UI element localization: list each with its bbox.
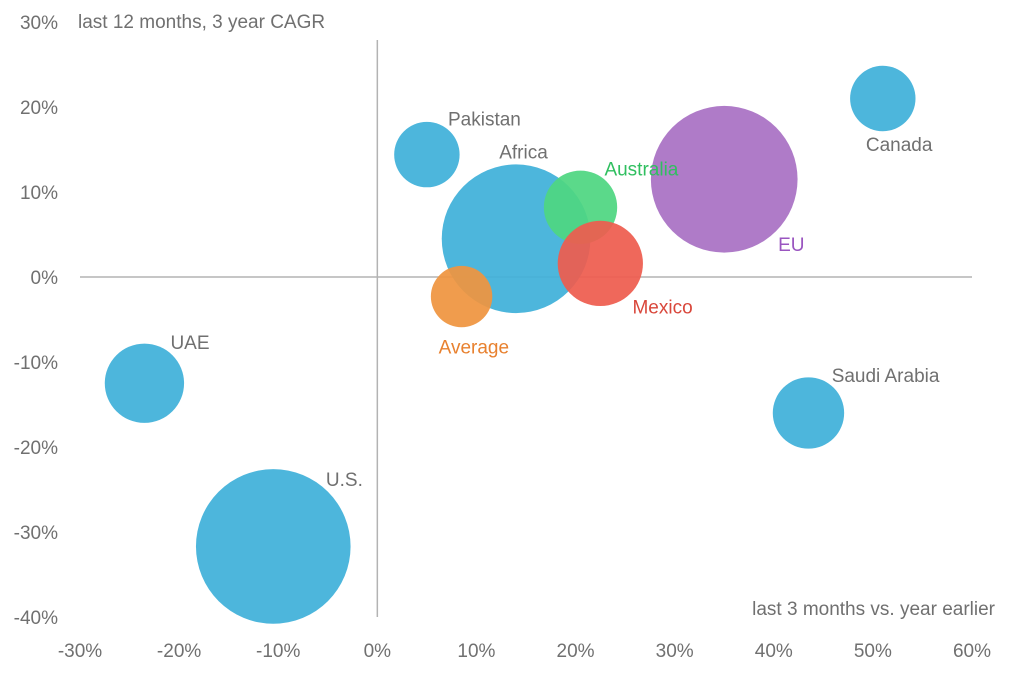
bubble-average — [430, 265, 493, 328]
bubble-label-africa: Africa — [499, 142, 548, 163]
y-tick-label: 0% — [31, 268, 59, 289]
y-tick-label: -30% — [14, 523, 58, 544]
bubble-label-saudi-arabia: Saudi Arabia — [832, 366, 940, 387]
x-tick-label: 0% — [364, 641, 392, 662]
x-tick-label: -20% — [157, 641, 201, 662]
y-tick-label: -20% — [14, 438, 58, 459]
x-tick-label: -10% — [256, 641, 300, 662]
y-tick-label: 10% — [20, 183, 58, 204]
x-tick-label: 30% — [656, 641, 694, 662]
bubble-mexico — [557, 220, 643, 307]
bubble-label-uae: UAE — [170, 333, 209, 354]
y-tick-label: 20% — [20, 98, 58, 119]
bubble-labels: U.S. UAE Pakistan Africa Australia Mexico Aver… — [170, 109, 939, 490]
bubble-u-s — [195, 469, 351, 624]
y-tick-label: 30% — [20, 13, 58, 34]
bubble-label-canada: Canada — [866, 135, 933, 156]
bubble-saudi-arabia — [772, 377, 845, 449]
bubble-label-eu: EU — [778, 235, 804, 256]
y-axis-title: last 12 months, 3 year CAGR — [78, 12, 325, 33]
y-tick-label: -40% — [14, 608, 58, 629]
x-tick-label: 40% — [755, 641, 793, 662]
x-tick-label: 60% — [953, 641, 991, 662]
x-tick-label: 20% — [557, 641, 595, 662]
x-tick-label: -30% — [58, 641, 102, 662]
bubbles — [104, 65, 916, 624]
bubble-label-pakistan: Pakistan — [448, 109, 521, 130]
bubble-uae — [104, 343, 185, 423]
bubble-canada — [850, 65, 916, 132]
bubble-eu — [650, 105, 798, 253]
y-tick-label: -10% — [14, 353, 58, 374]
bubble-label-u-s: U.S. — [326, 470, 363, 491]
bubble-label-australia: Australia — [604, 159, 678, 180]
bubble-label-average: Average — [439, 337, 509, 358]
x-tick-label: 10% — [457, 641, 495, 662]
x-tick-label: 50% — [854, 641, 892, 662]
bubble-pakistan — [394, 121, 460, 188]
bubble-label-mexico: Mexico — [632, 298, 692, 319]
x-axis-title: last 3 months vs. year earlier — [752, 599, 996, 620]
tick-labels: -30% -20% -10% 0% 10% 20% 30% 40% 50% 60% 30% 20% 10… — [14, 13, 991, 662]
